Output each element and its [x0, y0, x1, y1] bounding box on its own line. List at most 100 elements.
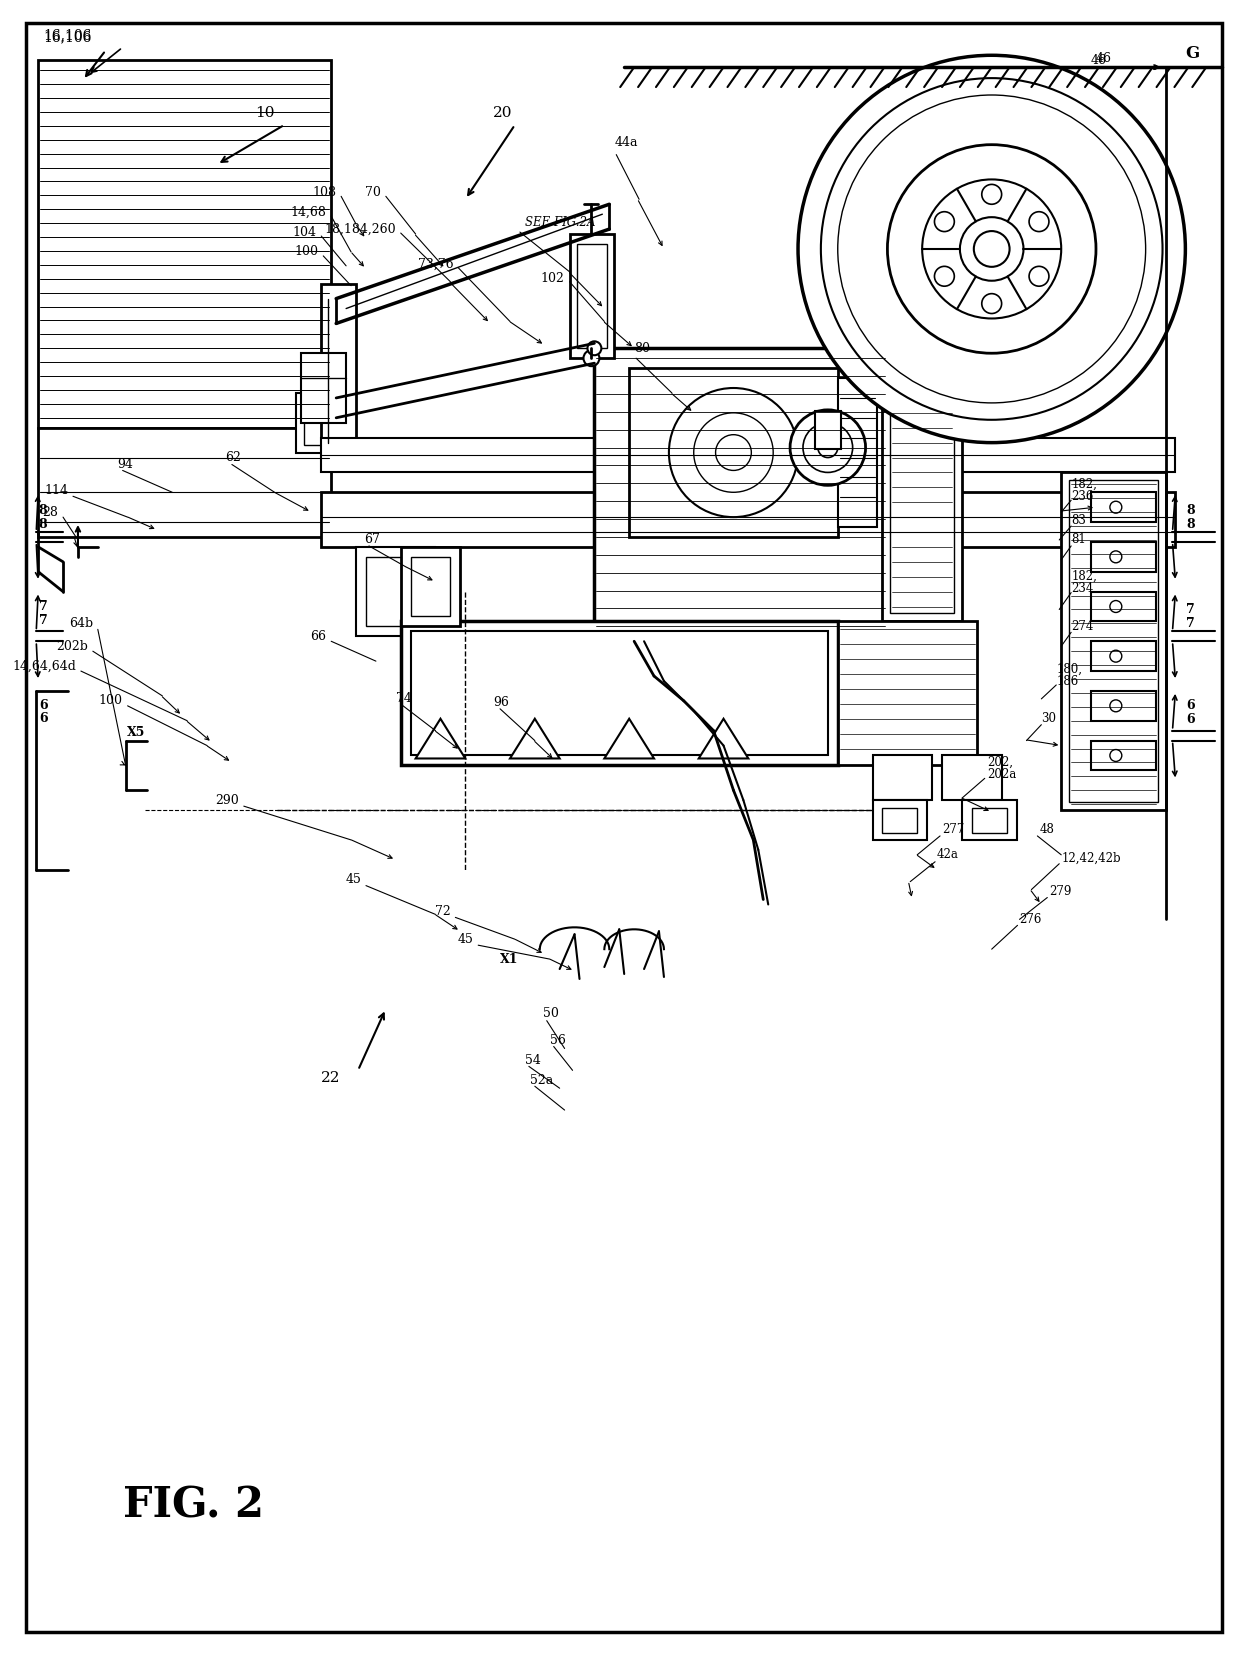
Text: 22: 22	[321, 1071, 341, 1086]
Bar	[321, 492, 1176, 546]
Text: 12,42,42b: 12,42,42b	[1061, 851, 1121, 864]
Text: 6: 6	[38, 700, 47, 712]
Circle shape	[1110, 551, 1122, 563]
Bar	[883, 808, 918, 832]
Bar	[569, 233, 614, 357]
Circle shape	[1110, 750, 1122, 761]
Circle shape	[838, 94, 1146, 402]
Bar	[401, 621, 838, 765]
Bar	[890, 405, 954, 614]
Text: 16,106: 16,106	[43, 28, 92, 43]
Text: 70: 70	[365, 185, 381, 199]
Circle shape	[821, 78, 1163, 420]
Text: 72: 72	[435, 905, 450, 919]
Circle shape	[935, 266, 955, 286]
Bar	[838, 377, 878, 526]
Polygon shape	[510, 718, 559, 758]
Text: 182,: 182,	[1071, 571, 1097, 583]
Bar	[38, 60, 331, 427]
Text: 64b: 64b	[68, 617, 93, 631]
Text: 42a: 42a	[937, 849, 959, 861]
Bar	[301, 353, 346, 422]
Bar	[410, 631, 828, 755]
Text: 62: 62	[224, 452, 241, 463]
Text: 50: 50	[543, 1008, 559, 1019]
Bar	[1091, 591, 1156, 621]
Text: 30: 30	[1042, 712, 1056, 725]
Bar	[304, 401, 348, 445]
Text: 67: 67	[365, 533, 379, 546]
Text: G: G	[1185, 45, 1199, 61]
Text: 66: 66	[310, 631, 326, 642]
Bar	[296, 392, 356, 452]
Circle shape	[973, 232, 1009, 266]
Bar	[1069, 480, 1158, 803]
Bar	[321, 437, 1176, 472]
Polygon shape	[698, 718, 749, 758]
Bar	[366, 556, 425, 626]
Text: 10: 10	[254, 106, 274, 119]
Bar	[972, 808, 1007, 832]
Text: 14,68: 14,68	[290, 205, 326, 218]
Text: 202a: 202a	[987, 768, 1016, 781]
Text: 46: 46	[1091, 53, 1107, 66]
Text: 108: 108	[312, 185, 336, 199]
Bar	[1091, 690, 1156, 720]
Circle shape	[880, 341, 894, 356]
Bar	[38, 427, 331, 536]
Text: 45: 45	[345, 874, 361, 885]
Circle shape	[1110, 650, 1122, 662]
Text: 104: 104	[293, 225, 316, 238]
Text: 102: 102	[541, 273, 564, 285]
Bar	[1091, 740, 1156, 770]
Text: 100: 100	[99, 695, 123, 707]
Circle shape	[668, 387, 799, 516]
Text: 54: 54	[525, 1054, 541, 1067]
Text: 94: 94	[118, 458, 134, 472]
Text: 279: 279	[1049, 885, 1071, 899]
Bar	[321, 283, 356, 452]
Bar	[942, 755, 1002, 799]
Circle shape	[982, 293, 1002, 313]
Text: 20: 20	[494, 106, 512, 119]
Circle shape	[588, 341, 601, 356]
Bar	[1061, 472, 1166, 809]
Circle shape	[982, 184, 1002, 204]
Text: 81: 81	[1071, 533, 1086, 546]
Bar	[594, 348, 888, 645]
Text: 202b: 202b	[56, 640, 88, 652]
Circle shape	[804, 422, 853, 472]
Bar	[962, 799, 1017, 841]
Text: 80: 80	[634, 343, 650, 354]
Text: 45: 45	[458, 933, 474, 945]
Text: 46: 46	[1096, 51, 1112, 65]
Text: 7: 7	[1185, 602, 1194, 616]
Circle shape	[693, 412, 774, 492]
Circle shape	[923, 179, 1061, 318]
Text: 236: 236	[1071, 490, 1094, 503]
Text: 202,: 202,	[987, 756, 1013, 770]
Circle shape	[790, 410, 866, 485]
Text: 7: 7	[38, 614, 47, 627]
Bar	[1091, 492, 1156, 521]
Text: 96: 96	[494, 697, 508, 710]
Text: 74: 74	[396, 692, 412, 705]
Bar	[629, 367, 838, 536]
Text: 7: 7	[38, 601, 47, 612]
Bar	[410, 556, 450, 616]
Text: 234: 234	[1071, 583, 1094, 596]
Text: 100: 100	[294, 245, 319, 258]
Text: 180,: 180,	[1056, 662, 1083, 675]
Text: 14,64,64d: 14,64,64d	[12, 660, 76, 672]
Text: 6: 6	[1185, 713, 1194, 727]
Text: 274: 274	[1071, 621, 1094, 632]
Text: 73,76: 73,76	[418, 257, 454, 270]
Text: 8: 8	[1185, 503, 1194, 516]
Circle shape	[1029, 266, 1049, 286]
Bar	[838, 621, 977, 765]
Text: 277: 277	[942, 824, 965, 836]
Circle shape	[715, 435, 751, 470]
Circle shape	[888, 144, 1096, 353]
Bar	[1091, 541, 1156, 571]
Circle shape	[935, 212, 955, 232]
